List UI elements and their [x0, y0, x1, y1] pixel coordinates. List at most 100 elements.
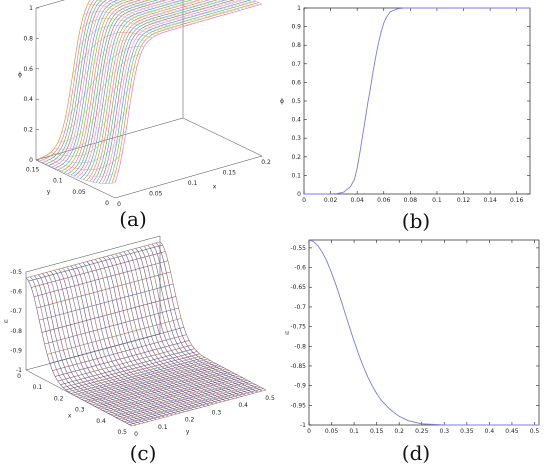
surface-line — [65, 45, 145, 118]
y-tick-label: 0.4 — [291, 117, 301, 124]
surface-line — [84, 364, 219, 402]
surface-line — [54, 0, 119, 169]
x-tick-label: 0.05 — [149, 191, 163, 198]
surface-line — [129, 388, 264, 425]
x-tick-label: 0 — [302, 197, 306, 204]
data-point — [443, 424, 445, 426]
y-tick-label: 0.6 — [291, 79, 301, 86]
surface-line — [35, 159, 116, 184]
data-point — [383, 22, 385, 24]
panel-caption: (a) — [119, 207, 147, 231]
surface-line — [43, 152, 123, 171]
surface-line — [28, 244, 163, 282]
surface-line — [153, 0, 200, 23]
surface-line — [165, 0, 207, 20]
data-point — [538, 424, 540, 426]
data-point — [396, 8, 398, 10]
data-point — [354, 178, 355, 180]
box-edge — [182, 117, 263, 157]
y-tick-label: -0.55 — [290, 245, 306, 252]
surface-line — [49, 327, 184, 364]
surface-line — [235, 0, 252, 8]
data-point — [335, 284, 337, 286]
surface-line — [73, 0, 167, 177]
x-tick-label: 0.4 — [96, 418, 106, 425]
y-tick-label: 0.9 — [291, 24, 301, 31]
data-point — [370, 87, 371, 89]
y-tick-label: 0.7 — [291, 61, 301, 68]
y-tick-label: 0.3 — [212, 409, 222, 416]
y-tick-label: 0 — [134, 431, 138, 438]
y-tick-label: 0.2 — [185, 417, 195, 424]
surface-line — [68, 355, 203, 393]
data-point — [403, 7, 405, 9]
data-point — [359, 152, 361, 154]
plot-frame — [303, 7, 531, 195]
surface-line — [39, 283, 174, 321]
x-tick-label: 0.2 — [394, 428, 404, 435]
surface-line — [102, 374, 237, 411]
data-point — [389, 409, 391, 411]
surface-line — [39, 0, 95, 162]
surface-line — [92, 0, 219, 183]
data-point — [380, 31, 382, 33]
box-edge — [114, 155, 263, 199]
surface-line — [48, 0, 107, 166]
y-axis-label: u — [285, 330, 289, 337]
surface-line — [147, 0, 196, 24]
surface-line — [63, 351, 198, 388]
surface-line — [36, 271, 171, 309]
surface-line — [105, 375, 240, 413]
panel-d: 0 0.05 0.1 0.15 0.2 0.25 0.3 0.35 0.4 0.45 0.5 -0.5… — [285, 239, 540, 465]
x-tick-label: 0 — [307, 428, 311, 435]
surface-line — [45, 0, 102, 165]
x-tick-label: 0.5 — [117, 429, 127, 436]
surface-line — [54, 83, 134, 150]
surface-line — [94, 370, 229, 407]
data-point — [386, 16, 387, 18]
surface-line — [110, 378, 245, 416]
data-point — [340, 298, 341, 300]
surface-line — [171, 0, 211, 19]
surface-line — [51, 0, 113, 168]
y-tick-label: 0.5 — [265, 395, 275, 402]
surface-line — [86, 0, 201, 181]
surface-line — [118, 382, 253, 420]
surface-line — [47, 318, 182, 355]
x-tick-label: 0 — [117, 201, 121, 208]
y-tick-label: -0.6 — [294, 265, 306, 272]
z-tick-label: 0 — [29, 157, 33, 164]
surface-line — [96, 0, 171, 31]
surface-line — [25, 277, 133, 427]
x-tick-label: 0.15 — [370, 428, 384, 435]
surface-line — [76, 25, 156, 50]
panel-a: 0 0.2 0.4 0.6 0.8 1 0 0.05 0.1 0.15 0.2 0 0.05 0.1 0.1… — [18, 0, 271, 231]
y-tick-label: -0.85 — [290, 363, 306, 370]
y-axis-label: y — [47, 189, 51, 196]
y-tick-label: 0.15 — [26, 166, 40, 173]
y-tick-label: -0.75 — [290, 324, 306, 331]
surface-line — [135, 0, 189, 26]
surface-line — [129, 0, 185, 27]
x-tick-label: 0.04 — [350, 197, 364, 204]
y-tick-label: 1 — [297, 5, 301, 12]
x-tick-label: 0.08 — [404, 197, 418, 204]
data-point — [371, 385, 373, 387]
data-point — [362, 135, 363, 137]
data-point — [313, 241, 314, 242]
x-tick-label: 0.3 — [440, 428, 450, 435]
surface-line — [61, 0, 134, 172]
surface-line — [206, 0, 233, 13]
z-tick-label: 0.2 — [23, 127, 33, 134]
panel-caption: (c) — [130, 441, 157, 465]
surface-line — [78, 361, 214, 399]
z-tick-label: 0.4 — [23, 96, 33, 103]
y-tick-label: -0.9 — [294, 383, 306, 390]
y-tick-label: 0 — [297, 191, 301, 198]
data-point — [390, 11, 391, 13]
y-tick-label: 0.1 — [291, 172, 301, 179]
data-point — [436, 7, 438, 9]
data-point — [317, 245, 319, 247]
box-edge — [25, 235, 161, 273]
x-tick-label: 0.1 — [432, 197, 442, 204]
